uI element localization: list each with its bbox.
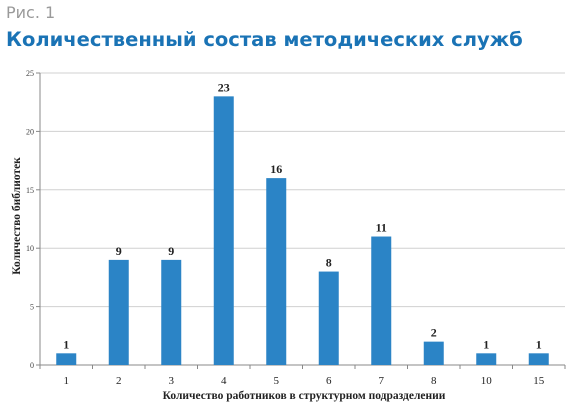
- bar-7: [371, 236, 392, 365]
- x-tick-label-8: 8: [431, 375, 437, 387]
- y-axis-title: Количество библиотек: [11, 157, 23, 275]
- y-tick-label: 15: [26, 186, 34, 195]
- y-tick-label: 25: [26, 69, 34, 78]
- bars: [56, 96, 549, 366]
- data-label-3: 9: [168, 244, 174, 258]
- x-tick-label-15: 15: [533, 375, 545, 387]
- figure-title: Количественный состав методических служб: [6, 28, 523, 51]
- bar-4: [213, 96, 234, 366]
- y-tick-label: 0: [30, 361, 34, 370]
- data-label-8: 2: [431, 326, 437, 340]
- y-tick-label: 5: [30, 303, 34, 312]
- data-label-4: 23: [218, 80, 230, 94]
- figure-label: Рис. 1: [6, 3, 56, 22]
- x-tick-label-5: 5: [274, 375, 280, 387]
- y-tick-label: 10: [26, 244, 34, 253]
- data-label-2: 9: [116, 244, 122, 258]
- x-tick-label-4: 4: [221, 375, 227, 387]
- bar-10: [476, 353, 497, 365]
- x-tick-label-6: 6: [326, 375, 332, 387]
- data-label-5: 16: [270, 162, 282, 176]
- x-tick-label-10: 10: [481, 375, 493, 387]
- x-tick-label-1: 1: [64, 375, 70, 387]
- x-tick-label-3: 3: [169, 375, 175, 387]
- bar-6: [318, 271, 339, 365]
- bar-5: [266, 178, 287, 365]
- grid-lines: [40, 72, 565, 308]
- x-tick-label-7: 7: [379, 375, 385, 387]
- data-label-15: 1: [536, 337, 542, 351]
- data-label-10: 1: [483, 337, 489, 351]
- bar-2: [108, 259, 129, 365]
- x-tick-label-2: 2: [116, 375, 122, 387]
- data-label-6: 8: [326, 256, 332, 270]
- bar-3: [161, 259, 182, 365]
- bar-1: [56, 353, 77, 365]
- bar-8: [423, 341, 444, 365]
- x-axis-title: Количество работников в структурном подр…: [163, 390, 446, 402]
- y-tick-label: 20: [26, 127, 34, 136]
- bar-15: [528, 353, 549, 365]
- data-label-1: 1: [63, 337, 69, 351]
- data-label-7: 11: [376, 221, 387, 235]
